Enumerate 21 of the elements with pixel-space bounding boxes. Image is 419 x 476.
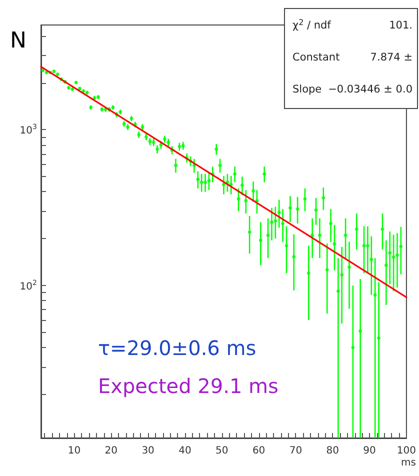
annotation: −0.03446 ± 0.0	[328, 84, 412, 96]
x-tick-label: 90	[363, 446, 376, 456]
annotation: 101.	[389, 20, 412, 32]
annotation: Expected 29.1 ms	[98, 374, 278, 398]
x-tick-label: 40	[178, 446, 192, 456]
x-tick-label: 10	[68, 446, 81, 456]
annotation: Constant	[292, 52, 340, 64]
y-tick-label: 10$^{2}$	[20, 278, 37, 292]
annotation: τ=29.0±0.6 ms	[98, 336, 256, 360]
y-axis-title: N	[10, 28, 26, 54]
x-axis-title: ms	[401, 458, 416, 468]
y-tick-label: 10$^{3}$	[20, 122, 37, 136]
annotation: 7.874 ±	[370, 52, 412, 64]
x-tick-label: 20	[104, 446, 118, 456]
x-tick-label: 60	[252, 446, 266, 456]
x-tick-label: 50	[216, 446, 228, 456]
x-tick-label: 70	[289, 446, 302, 456]
x-tick-label: 30	[142, 446, 154, 456]
x-tick-label: 80	[326, 446, 339, 456]
x-tick-label: 100	[396, 446, 416, 456]
annotation: Slope	[292, 84, 322, 96]
